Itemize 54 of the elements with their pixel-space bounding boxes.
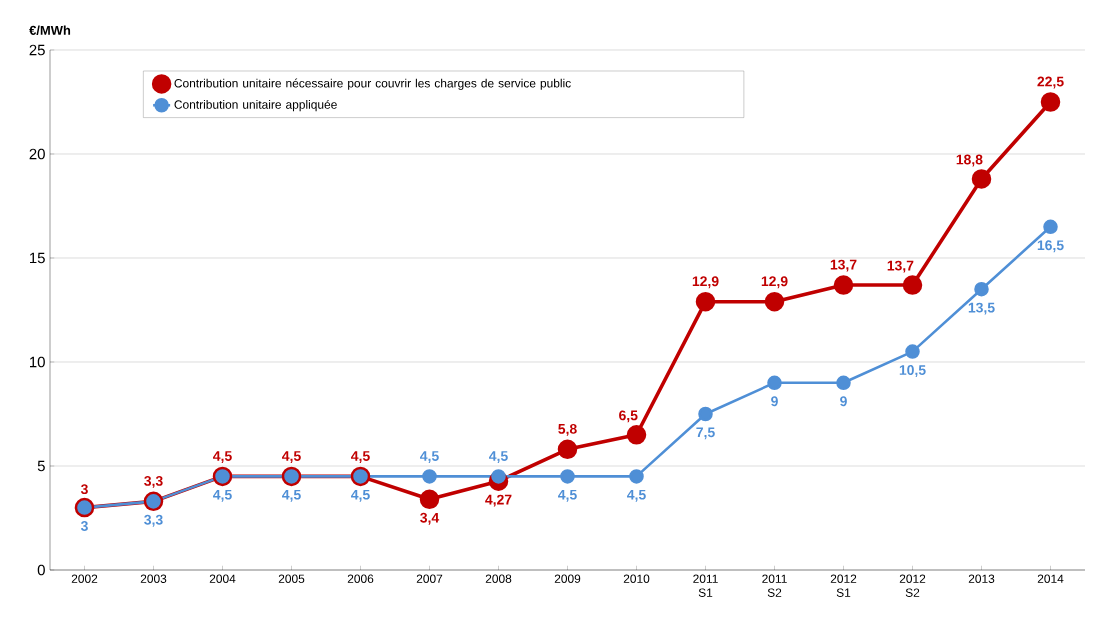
data-label: 4,5 bbox=[213, 451, 232, 463]
data-label: 4,5 bbox=[282, 489, 301, 502]
x-tick-label: 2006 bbox=[347, 574, 374, 583]
y-tick-label: 0 bbox=[37, 564, 45, 576]
data-label: 12,9 bbox=[692, 276, 719, 289]
y-tick-label: 10 bbox=[30, 356, 45, 368]
data-label: 3 bbox=[80, 521, 88, 531]
data-label: 4,5 bbox=[558, 489, 577, 502]
data-label: 5,8 bbox=[558, 423, 577, 436]
x-tick-label: 2014 bbox=[1037, 574, 1064, 583]
data-label: 13,7 bbox=[887, 260, 914, 273]
data-label: 10,5 bbox=[899, 365, 926, 377]
x-tick-label: 2005 bbox=[278, 574, 305, 583]
data-label: 3,4 bbox=[420, 512, 440, 525]
y-tick-label: 25 bbox=[29, 44, 45, 56]
data-label: 4,5 bbox=[627, 489, 646, 502]
x-tick-label: 2009 bbox=[554, 574, 581, 583]
data-label: 9 bbox=[771, 396, 778, 407]
data-label: 7,5 bbox=[696, 427, 715, 440]
data-label: 18,8 bbox=[956, 154, 983, 167]
x-tick-label: 2004 bbox=[209, 574, 236, 583]
data-label: 12,9 bbox=[761, 276, 788, 289]
x-tick-label: 2011 S2 bbox=[762, 574, 787, 597]
x-tick-label: 2010 bbox=[623, 574, 650, 583]
x-tick-label: 2012 S1 bbox=[830, 574, 857, 597]
x-tick-label: 2012 S2 bbox=[899, 574, 926, 597]
x-tick-label: 2011 S1 bbox=[693, 574, 718, 597]
y-axis-title: €/MWh bbox=[29, 25, 71, 36]
data-label: 4,5 bbox=[489, 451, 508, 463]
data-label: 3,3 bbox=[144, 475, 163, 488]
data-label: 4,5 bbox=[213, 489, 232, 502]
data-label: 13,5 bbox=[968, 302, 995, 315]
y-tick-label: 20 bbox=[29, 148, 45, 160]
data-label: 4,27 bbox=[485, 494, 512, 507]
data-label: 4,5 bbox=[351, 489, 370, 502]
data-label: 13,7 bbox=[830, 259, 857, 272]
legend-label: Contribution unitaire nécessaire pour couvrir les charges de service public bbox=[174, 78, 571, 90]
x-tick-label: 2007 bbox=[416, 574, 443, 583]
y-tick-label: 5 bbox=[37, 460, 45, 472]
data-label: 3 bbox=[80, 484, 88, 495]
data-label: 9 bbox=[840, 396, 847, 407]
data-label: 3,3 bbox=[144, 514, 163, 527]
legend-label: Contribution unitaire appliquée bbox=[174, 99, 337, 112]
x-tick-label: 2008 bbox=[485, 574, 512, 583]
x-tick-label: 2002 bbox=[71, 574, 98, 583]
data-label: 16,5 bbox=[1037, 240, 1064, 253]
data-label: 4,5 bbox=[351, 451, 370, 463]
x-tick-label: 2013 bbox=[968, 574, 995, 583]
data-label: 4,5 bbox=[420, 451, 439, 463]
data-label: 4,5 bbox=[282, 451, 301, 463]
x-tick-label: 2003 bbox=[140, 574, 167, 583]
data-label: 22,5 bbox=[1037, 76, 1064, 89]
y-tick-label: 15 bbox=[30, 252, 45, 264]
data-label: 6,5 bbox=[619, 410, 638, 423]
